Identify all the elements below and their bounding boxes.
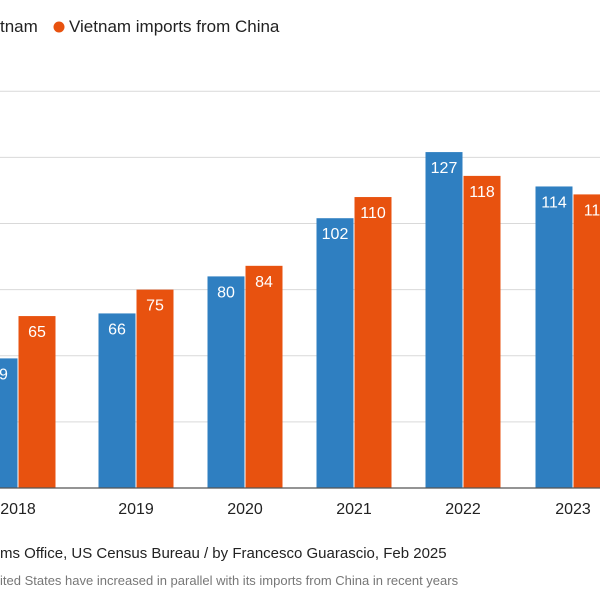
legend: tnam Vietnam imports from China xyxy=(0,17,280,36)
bar-label-series0-2021: 102 xyxy=(322,226,349,243)
bar-label-series0-2023: 114 xyxy=(541,194,567,211)
caption-note: ited States have increased in parallel w… xyxy=(0,573,459,588)
x-tick-label-2021: 2021 xyxy=(336,501,372,518)
bars: 49 65 66 75 80 84 102 110 127 118 114 11 xyxy=(0,152,600,489)
bar-label-series1-2021: 110 xyxy=(360,205,386,222)
x-ticks: 2018 2019 2020 2021 2022 2023 xyxy=(0,501,591,518)
legend-label-series0: tnam xyxy=(0,17,38,36)
bar-series1-2019 xyxy=(136,289,174,488)
x-tick-label-2018: 2018 xyxy=(0,501,36,518)
bar-series1-2022 xyxy=(463,175,501,488)
bar-series0-2020 xyxy=(207,276,245,488)
bar-label-series0-2020: 80 xyxy=(217,284,235,301)
bar-series0-2021 xyxy=(316,218,354,488)
legend-label-series1: Vietnam imports from China xyxy=(69,17,280,36)
gridlines xyxy=(0,90,600,423)
legend-marker-series1 xyxy=(53,21,65,33)
bar-series0-2022 xyxy=(425,152,463,488)
bar-label-series0-2018: 49 xyxy=(0,366,8,383)
bar-label-series0-2019: 66 xyxy=(108,321,126,338)
bar-series1-2021 xyxy=(354,197,392,489)
bar-series0-2023 xyxy=(535,186,573,488)
bar-series1-2023 xyxy=(573,194,600,488)
x-tick-label-2022: 2022 xyxy=(445,501,481,518)
bar-label-series0-2022: 127 xyxy=(431,160,458,177)
x-tick-label-2023: 2023 xyxy=(555,501,591,518)
bar-series0-2018 xyxy=(0,358,18,488)
bar-label-series1-2023: 11 xyxy=(584,202,600,219)
bar-label-series1-2019: 75 xyxy=(146,298,164,315)
bar-series1-2020 xyxy=(245,265,283,488)
source-note: ms Office, US Census Bureau / by Frances… xyxy=(0,545,447,562)
bar-label-series1-2020: 84 xyxy=(255,274,273,291)
bar-label-series1-2018: 65 xyxy=(28,324,46,341)
bar-label-series1-2022: 118 xyxy=(469,184,495,201)
x-tick-label-2020: 2020 xyxy=(227,501,263,518)
bar-series0-2019 xyxy=(98,313,136,488)
bar-series1-2018 xyxy=(18,316,56,488)
x-tick-label-2019: 2019 xyxy=(118,501,154,518)
